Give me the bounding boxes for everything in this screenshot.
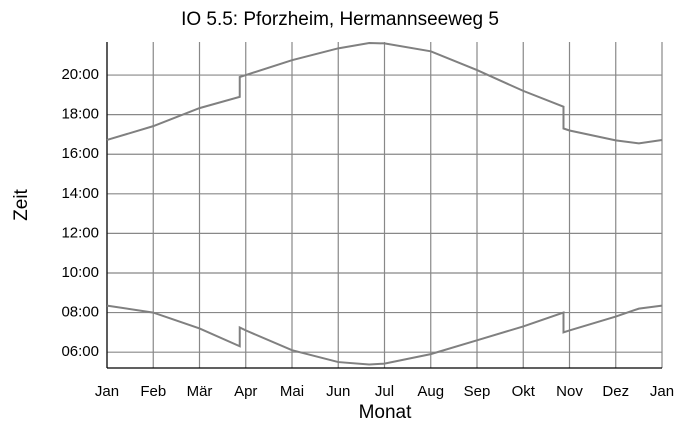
x-tick-label: Sep [464, 383, 491, 400]
y-axis-label: Zeit [11, 188, 32, 220]
y-tick-label: 14:00 [61, 185, 99, 202]
x-tick-label: Feb [140, 383, 166, 400]
y-tick-label: 16:00 [61, 145, 99, 162]
x-tick-label: Jan [95, 383, 119, 400]
y-tick-label: 12:00 [61, 224, 99, 241]
x-tick-label: Nov [556, 383, 583, 400]
y-tick-label: 18:00 [61, 106, 99, 123]
y-tick-label: 08:00 [61, 304, 99, 321]
chart-title: IO 5.5: Pforzheim, Hermannseeweg 5 [181, 9, 499, 30]
x-tick-label: Apr [234, 383, 257, 400]
line [106, 304, 663, 366]
y-tick-label: 10:00 [61, 264, 99, 281]
x-tick-label: Jun [326, 383, 350, 400]
x-tick-label: Mär [187, 383, 213, 400]
x-tick-label: Dez [602, 383, 629, 400]
x-axis-label: Monat [359, 402, 413, 423]
x-tick-label: Aug [417, 383, 444, 400]
x-tick-label: Jan [650, 383, 674, 400]
x-tick-label: Okt [512, 383, 536, 400]
x-tick-label: Mai [280, 383, 304, 400]
y-tick-label: 20:00 [61, 66, 99, 83]
y-tick-label: 06:00 [61, 343, 99, 360]
line [106, 41, 663, 145]
x-tick-label: Jul [375, 383, 394, 400]
